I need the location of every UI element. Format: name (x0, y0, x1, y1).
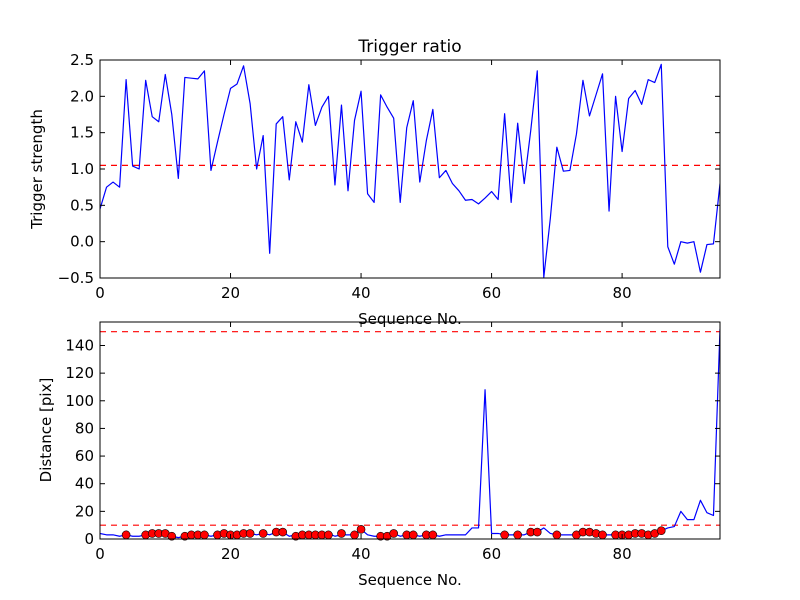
bottom-plot-area (100, 328, 720, 541)
top-y-tick-label: 1.5 (70, 124, 94, 142)
bottom-marker-point (121, 530, 131, 540)
bottom-marker-point (552, 530, 562, 540)
top-x-tick-label: 60 (482, 284, 501, 302)
bottom-x-tick-label: 60 (482, 545, 501, 563)
bottom-marker-point (532, 527, 542, 537)
bottom-y-tick-label: 0 (84, 530, 94, 548)
bottom-marker-point (258, 529, 268, 538)
bottom-y-tick-label: 40 (75, 475, 94, 493)
bottom-marker-point (337, 529, 346, 538)
top-y-axis-label: Trigger strength (28, 109, 46, 230)
top-y-tick-label: 2.0 (70, 87, 94, 105)
bottom-axes-frame (99, 321, 721, 540)
bottom-y-tick-label: 120 (65, 364, 94, 382)
bottom-marker-point (167, 531, 177, 541)
bottom-marker-point (324, 530, 333, 540)
top-x-tick-label: 20 (221, 284, 240, 302)
top-chart-title: Trigger ratio (357, 37, 461, 57)
top-x-axis-label: Sequence No. (358, 310, 462, 328)
bottom-marker-point (408, 530, 418, 540)
bottom-marker-point (656, 526, 666, 536)
bottom-marker-point (350, 530, 359, 540)
bottom-marker-point (598, 530, 607, 540)
top-y-tick-label: 1.0 (70, 160, 94, 178)
bottom-y-tick-label: 100 (65, 392, 94, 410)
bottom-marker-point (428, 530, 438, 540)
top-y-tick-label: −0.5 (58, 269, 94, 287)
bottom-y-tick-label: 80 (75, 419, 94, 437)
bottom-x-tick-label: 20 (221, 545, 240, 563)
bottom-tick-group: 0 20 40 60 80 0 20 40 60 80 100 120 140 (65, 322, 720, 563)
bottom-y-axis-label: Distance [pix] (37, 378, 55, 483)
top-x-tick-label: 80 (613, 284, 632, 302)
top-plot-area (100, 63, 720, 278)
bottom-marker-point (513, 530, 522, 540)
bottom-marker-point (356, 525, 366, 534)
top-y-tick-label: 2.5 (70, 51, 94, 69)
bottom-y-tick-label: 140 (65, 336, 94, 354)
top-series-line-0 (100, 63, 720, 278)
bottom-y-tick-label: 60 (75, 447, 94, 465)
bottom-x-tick-label: 80 (613, 545, 632, 563)
bottom-chart: 0 20 40 60 80 0 20 40 60 80 100 120 140 Sequence No.… (37, 321, 721, 589)
bottom-x-tick-label: 40 (352, 545, 371, 563)
top-chart: 0 20 40 60 80 −0.5 0.0 0.5 1.0 1.5 2.0 2.5 Trigger … (28, 37, 721, 328)
top-x-tick-label: 0 (95, 284, 105, 302)
top-plot-inner (100, 63, 720, 278)
bottom-y-tick-label: 20 (75, 502, 94, 520)
bottom-marker-point (200, 530, 209, 540)
bottom-marker-point (278, 527, 288, 537)
bottom-x-tick-label: 0 (95, 545, 105, 563)
top-x-tick-label: 40 (352, 284, 371, 302)
top-y-tick-label: 0.5 (70, 196, 94, 214)
bottom-x-axis-label: Sequence No. (358, 571, 462, 589)
top-y-tick-label: 0.0 (70, 233, 94, 251)
bottom-marker-point (245, 529, 255, 538)
bottom-marker-point (389, 529, 398, 538)
top-tick-group: 0 20 40 60 80 −0.5 0.0 0.5 1.0 1.5 2.0 2.5 (58, 51, 720, 302)
bottom-marker-point (500, 530, 509, 540)
